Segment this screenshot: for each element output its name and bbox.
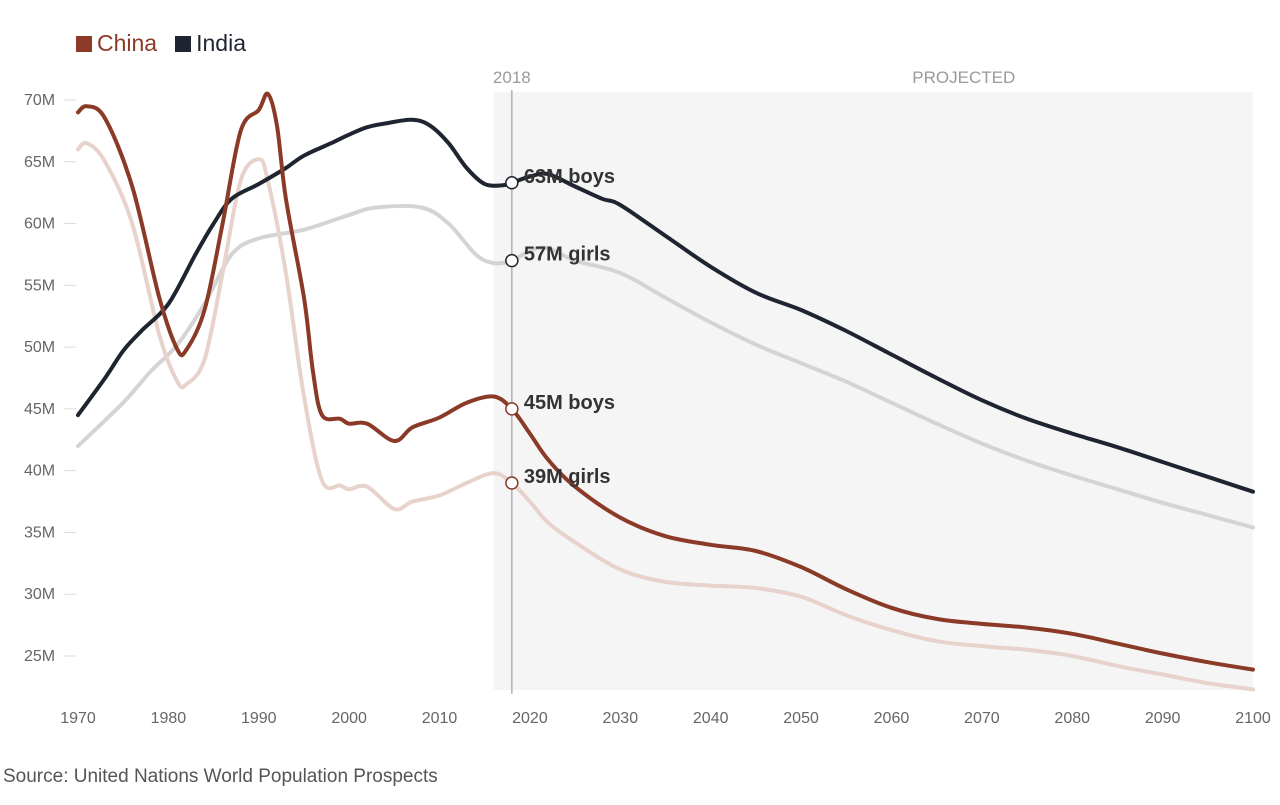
data-label: 45M boys [524,392,615,414]
x-tick-label: 1970 [60,710,96,727]
x-tick-label: 2050 [783,710,819,727]
legend-label-india: India [196,30,246,56]
projected-label: PROJECTED [912,68,1015,87]
data-point-marker [505,402,519,416]
source-note: Source: United Nations World Population … [3,766,438,787]
x-tick-label: 1990 [241,710,277,727]
series-line-china-girls [76,140,1255,692]
y-tick-label: 45M [24,401,55,418]
legend-swatch-china [76,35,92,52]
data-label: 63M boys [524,166,615,188]
y-tick-label: 65M [24,154,55,171]
series-line-india-girls [76,203,1255,530]
y-tick-label: 40M [24,463,55,480]
legend-item-india: India [175,30,246,57]
y-tick-label: 50M [24,339,55,356]
data-point-marker [505,176,519,190]
x-tick-label: 2000 [331,710,367,727]
x-tick-label: 2090 [1145,710,1181,727]
x-tick-label: 2020 [512,710,548,727]
legend-swatch-india [175,35,192,52]
x-tick-label: 2010 [422,710,458,727]
y-tick-label: 25M [24,648,55,665]
y-tick-label: 60M [24,216,55,233]
y-tick-label: 70M [24,92,55,109]
data-label: 57M girls [524,244,611,266]
legend-label-china: China [97,30,158,56]
y-tick-label: 35M [24,524,55,541]
data-point-marker [505,476,519,490]
x-tick-label: 2080 [1054,710,1090,727]
x-tick-label: 1980 [151,710,187,727]
data-point-marker [505,253,519,268]
x-tick-label: 2070 [964,710,1000,727]
x-tick-label: 2100 [1235,710,1271,727]
data-label: 39M girls [524,466,611,488]
legend-item-china: China [76,30,157,57]
projected-region [493,92,1253,690]
legend: China India [76,30,246,57]
x-tick-label: 2040 [693,710,729,727]
x-tick-label: 2060 [874,710,910,727]
marker-year-label: 2018 [493,68,531,87]
y-tick-label: 30M [24,586,55,603]
y-tick-label: 55M [24,277,55,294]
series-line-china-boys [76,91,1255,672]
x-tick-label: 2030 [603,710,639,727]
